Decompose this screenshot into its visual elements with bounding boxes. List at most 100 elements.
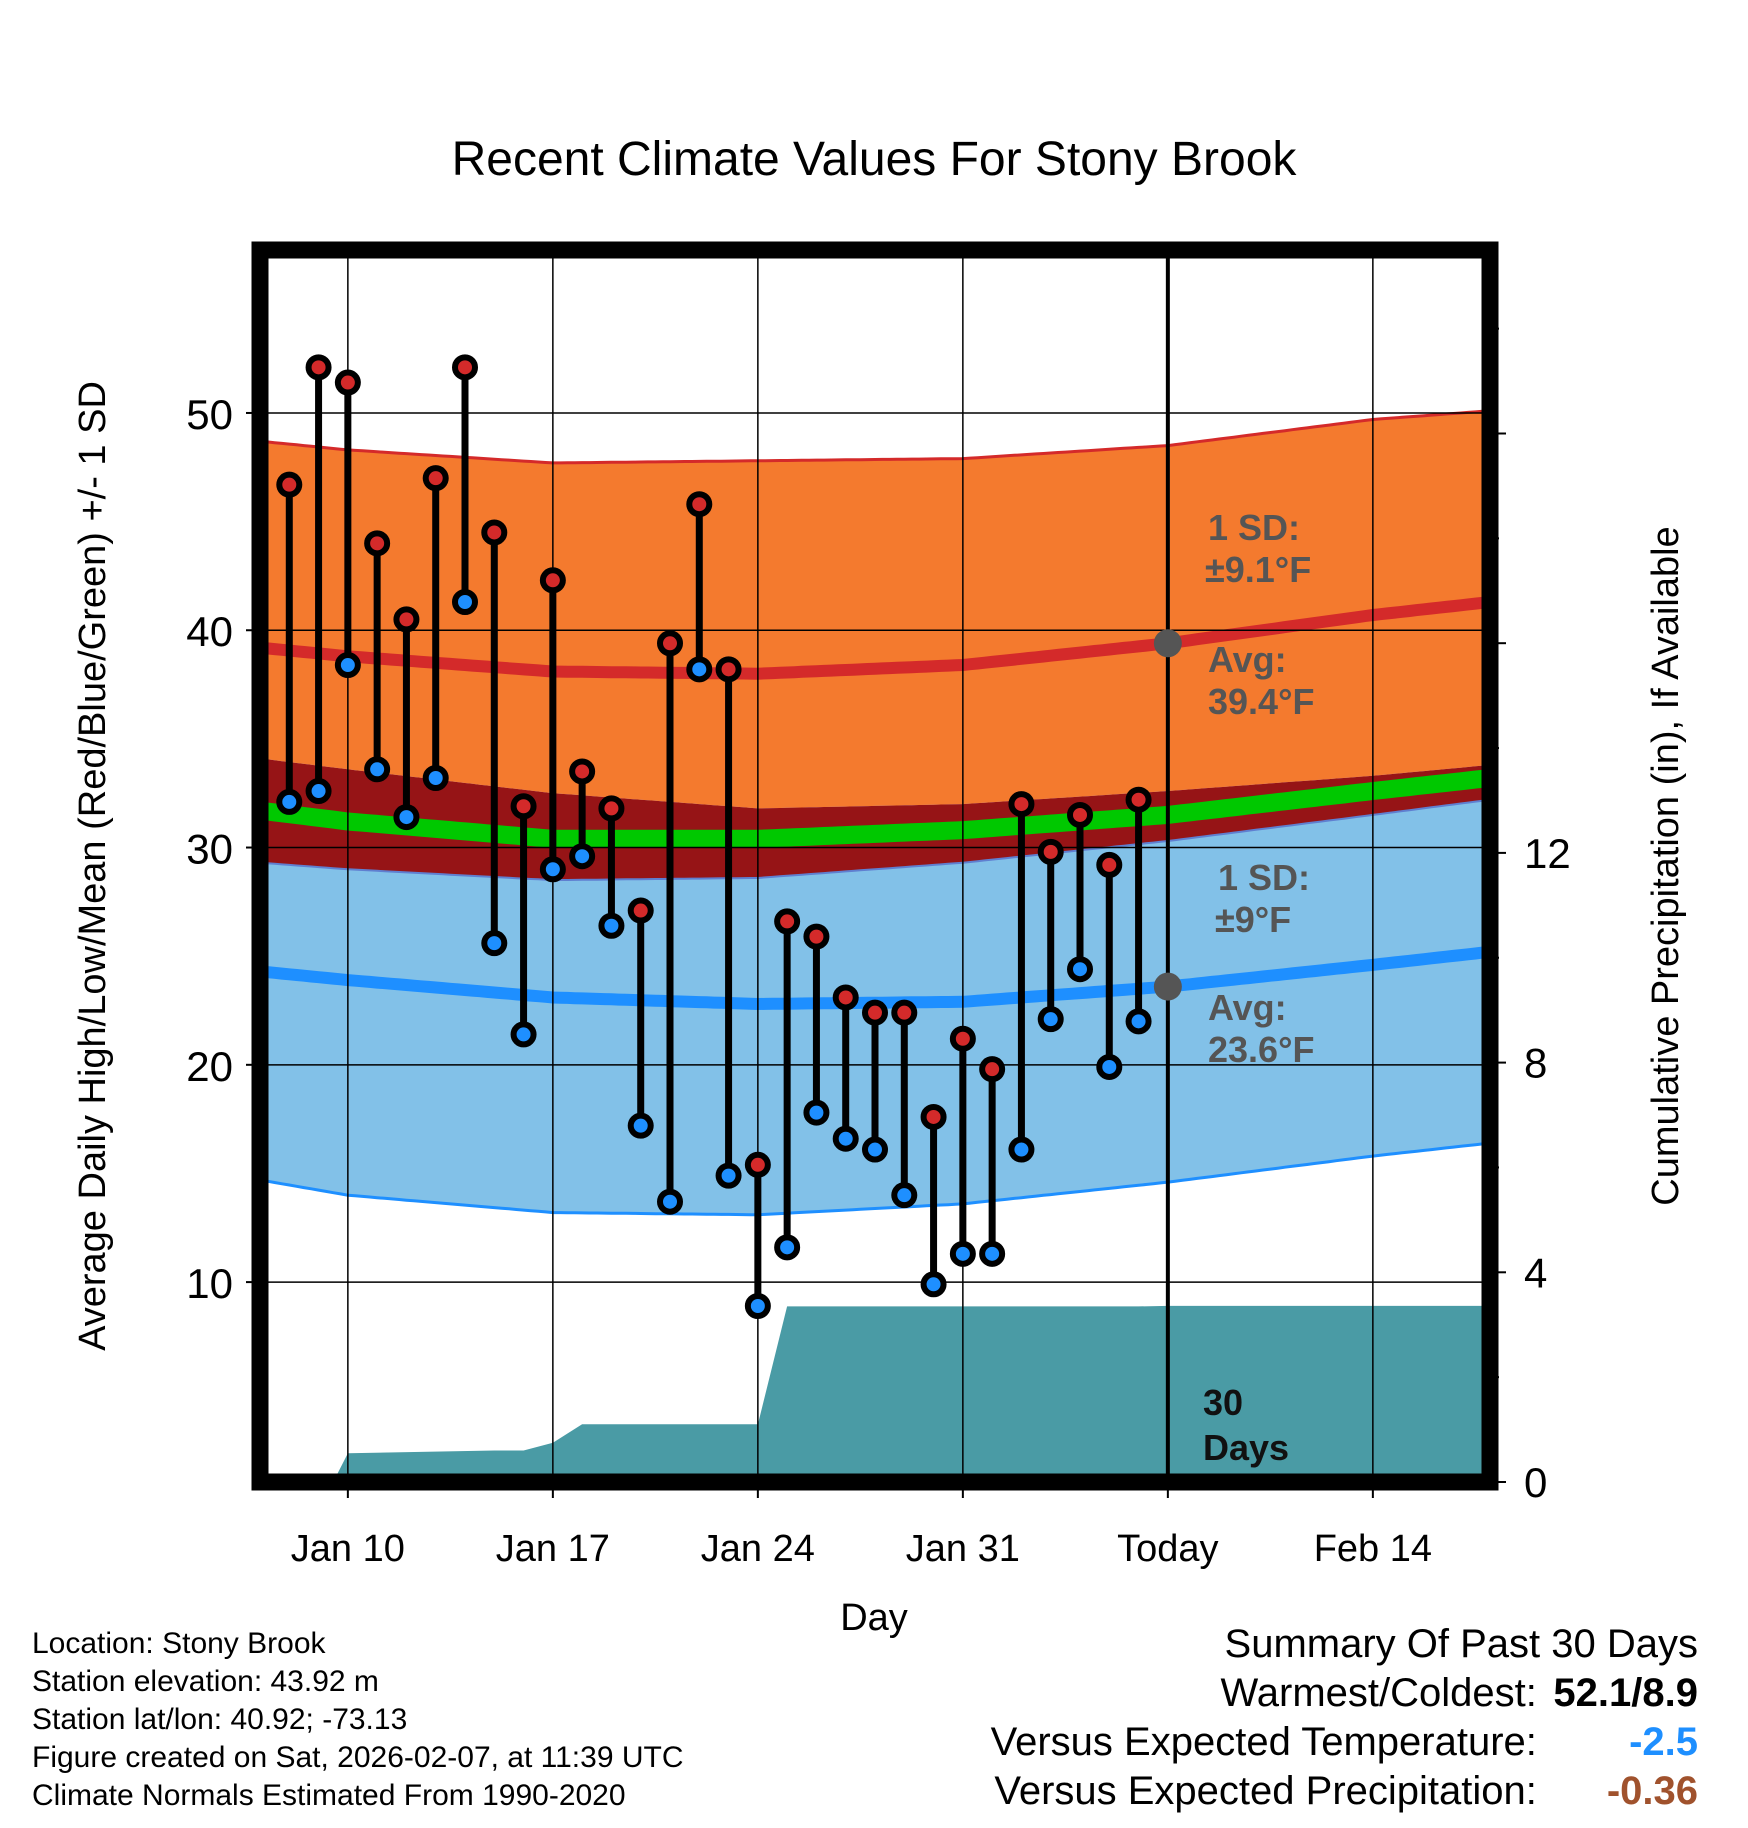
- daily-points: [276, 354, 1152, 1319]
- x-tick-label: Feb 14: [1314, 1528, 1432, 1570]
- daily-low-point: [627, 1112, 654, 1139]
- y-axis-label: Average Daily High/Low/Mean (Red/Blue/Gr…: [72, 381, 114, 1351]
- low-avg-dot: [1153, 972, 1182, 1001]
- daily-low-point: [657, 1188, 683, 1215]
- x-tick-label: Jan 31: [906, 1528, 1020, 1570]
- daily-high-point: [920, 1103, 947, 1130]
- warmest-coldest-value: 52.1/8.9: [1553, 1671, 1698, 1715]
- x-axis: Jan 10 Jan 17 Jan 24 Jan 31 Today Feb 14: [291, 1482, 1432, 1570]
- station-info: Location: Stony Brook Station elevation:…: [32, 1625, 684, 1815]
- daily-high-point: [598, 795, 625, 822]
- y-tick-label: 10: [186, 1260, 233, 1307]
- daily-low-point: [862, 1136, 888, 1163]
- location-text: Location: Stony Brook: [32, 1627, 326, 1660]
- daily-low-point: [774, 1234, 801, 1261]
- y-tick-label: 30: [186, 826, 233, 873]
- daily-high-point: [481, 519, 508, 546]
- annotations: 1 SD: ±9.1°F Avg: 39.4°F 1 SD: ±9°F Avg:…: [1203, 507, 1314, 1468]
- days-count-label: 30: [1203, 1382, 1243, 1423]
- daily-low-point: [598, 912, 625, 939]
- daily-high-point: [276, 471, 303, 498]
- daily-low-point: [481, 930, 508, 957]
- daily-high-point: [979, 1056, 1006, 1083]
- daily-low-point: [1008, 1136, 1035, 1163]
- high-avg-marker: [1153, 629, 1182, 1001]
- low-plus-sd-line: [259, 798, 1491, 882]
- daily-low-point: [276, 788, 303, 815]
- x-tick-label: Jan 24: [701, 1528, 815, 1570]
- y2-tick-label: 8: [1524, 1040, 1547, 1087]
- daily-high-point: [744, 1151, 771, 1178]
- warmest-coldest-row: Warmest/Coldest: 52.1/8.9: [991, 1671, 1699, 1716]
- daily-low-point: [393, 804, 420, 831]
- avg-high-line: [259, 596, 1491, 680]
- daily-low-point: [305, 778, 332, 805]
- daily-high-point: [891, 999, 918, 1026]
- daily-high-point: [364, 530, 391, 557]
- daily-low-point: [334, 652, 361, 679]
- y-tick-label: 20: [186, 1043, 233, 1090]
- normals-text: Climate Normals Estimated From 1990-2020: [32, 1779, 626, 1812]
- daily-low-point: [832, 1125, 859, 1152]
- daily-high-point: [1037, 838, 1064, 865]
- daily-low-point: [364, 756, 391, 783]
- y2-tick-label: 4: [1524, 1249, 1547, 1296]
- daily-low-point: [1096, 1053, 1123, 1080]
- daily-low-point: [949, 1240, 976, 1267]
- y-tick-label: 40: [186, 608, 233, 655]
- low-sd-label: 1 SD:: [1218, 857, 1310, 898]
- daily-low-point: [1037, 1006, 1064, 1033]
- summary-panel: Summary Of Past 30 Days Warmest/Coldest:…: [991, 1622, 1698, 1814]
- temperature-value: -2.5: [1629, 1720, 1698, 1764]
- temperature-row: Versus Expected Temperature: -2.5: [991, 1720, 1698, 1765]
- daily-high-point: [774, 908, 801, 935]
- daily-high-point: [715, 656, 742, 683]
- daily-low-point: [715, 1162, 742, 1189]
- high-avg-dot: [1153, 629, 1182, 658]
- daily-low-point: [744, 1293, 771, 1319]
- daily-high-point: [832, 984, 859, 1011]
- y2-tick-label: 12: [1524, 830, 1571, 877]
- precipitation-value: -0.36: [1606, 1769, 1698, 1813]
- daily-high-point: [949, 1025, 976, 1052]
- y-tick-label: 50: [186, 391, 233, 438]
- plot-area: [258, 250, 1491, 1482]
- daily-low-point: [510, 1021, 537, 1048]
- low-sd-value: ±9°F: [1215, 899, 1291, 940]
- daily-high-point: [334, 369, 361, 396]
- daily-high-point: [1125, 786, 1152, 813]
- high-avg-value: 39.4°F: [1208, 681, 1314, 722]
- temperature-label: Versus Expected Temperature:: [990, 1720, 1537, 1764]
- low-avg-value: 23.6°F: [1208, 1029, 1314, 1070]
- x-tick-label: Today: [1117, 1528, 1218, 1570]
- precipitation-label: Versus Expected Precipitation:: [994, 1769, 1537, 1813]
- high-sd-value: ±9.1°F: [1205, 549, 1311, 590]
- x-axis-label: Day: [840, 1597, 908, 1639]
- x-tick-label: Jan 17: [496, 1528, 610, 1570]
- latlon-text: Station lat/lon: 40.92; -73.13: [32, 1703, 408, 1736]
- summary-title: Summary Of Past 30 Days: [1224, 1622, 1698, 1666]
- daily-low-point: [686, 656, 713, 683]
- daily-low-point: [422, 765, 449, 791]
- overlap-band: [260, 758, 1490, 881]
- daily-low-point: [920, 1271, 947, 1298]
- daily-high-point: [539, 567, 566, 594]
- daily-high-point: [657, 630, 683, 657]
- y2-axis-label: Cumulative Precipitation (in), If Availa…: [1645, 526, 1687, 1205]
- daily-high-point: [452, 354, 478, 381]
- plot-frame: [251, 241, 1499, 1491]
- precipitation-row: Versus Expected Precipitation: -0.36: [991, 1769, 1698, 1814]
- daily-high-point: [393, 606, 420, 633]
- low-avg-label: Avg:: [1208, 987, 1287, 1028]
- daily-low-point: [803, 1099, 830, 1126]
- daily-high-point: [803, 923, 830, 950]
- daily-low-point: [1067, 956, 1093, 983]
- daily-high-point: [1096, 851, 1123, 878]
- y-axis: 10 20 30 40 50: [186, 303, 260, 1392]
- created-text: Figure created on Sat, 2026-02-07, at 11…: [32, 1741, 684, 1774]
- y2-tick-label: 0: [1524, 1459, 1547, 1506]
- high-avg-label: Avg:: [1208, 639, 1287, 680]
- x-tick-label: Jan 10: [291, 1528, 405, 1570]
- daily-high-point: [1067, 801, 1093, 828]
